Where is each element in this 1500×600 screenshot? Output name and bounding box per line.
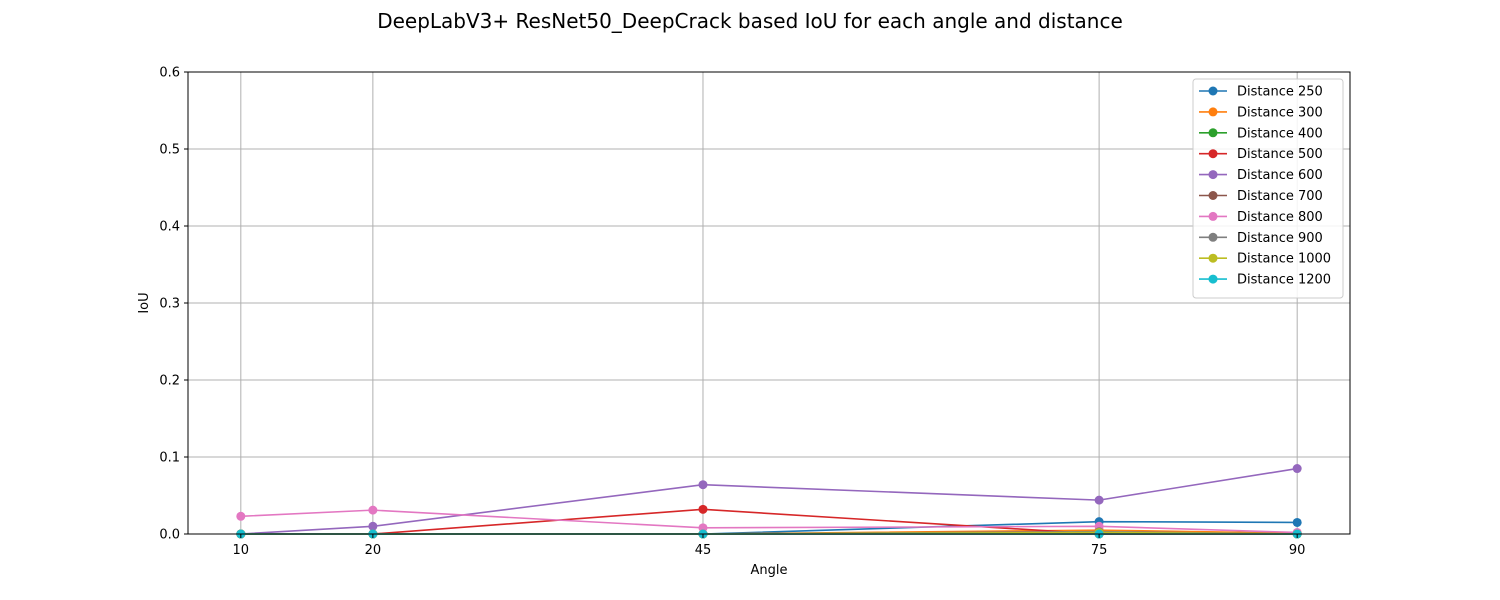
y-tick-label: 0.5 — [159, 143, 180, 158]
x-tick-label: 20 — [365, 543, 382, 558]
data-point — [368, 521, 378, 531]
y-tick-label: 0.4 — [159, 220, 180, 235]
x-axis-label: Angle — [751, 563, 788, 578]
legend-item: Distance 300 — [1199, 105, 1323, 120]
y-tick-label: 0.0 — [159, 528, 180, 543]
y-tick-label: 0.3 — [159, 297, 180, 312]
legend-swatch-marker — [1208, 274, 1218, 284]
legend-swatch-marker — [1208, 211, 1218, 221]
legend-swatch-marker — [1208, 86, 1218, 96]
x-tick-label: 10 — [233, 543, 250, 558]
data-point — [698, 504, 708, 514]
series-layer — [236, 464, 1302, 539]
legend-item: Distance 250 — [1199, 85, 1323, 100]
legend-item: Distance 900 — [1199, 231, 1323, 246]
y-axis-label: IoU — [137, 292, 152, 313]
legend-item: Distance 800 — [1199, 210, 1323, 225]
legend-swatch-marker — [1208, 128, 1218, 138]
legend-label: Distance 300 — [1237, 105, 1323, 120]
legend-swatch-marker — [1208, 253, 1218, 263]
y-tick-label: 0.6 — [159, 66, 180, 81]
legend-item: Distance 1000 — [1199, 252, 1331, 267]
legend-item: Distance 600 — [1199, 168, 1323, 183]
data-point — [236, 511, 246, 521]
legend-label: Distance 900 — [1237, 231, 1323, 246]
legend-label: Distance 600 — [1237, 168, 1323, 183]
legend-label: Distance 1200 — [1237, 273, 1331, 288]
data-point — [1292, 517, 1302, 527]
legend-label: Distance 700 — [1237, 189, 1323, 204]
legend-item: Distance 1200 — [1199, 273, 1331, 288]
legend-item: Distance 500 — [1199, 147, 1323, 162]
legend-swatch-marker — [1208, 107, 1218, 117]
y-tick-label: 0.1 — [159, 451, 180, 466]
grid — [188, 71, 1350, 535]
legend-label: Distance 500 — [1237, 147, 1323, 162]
legend-label: Distance 1000 — [1237, 252, 1331, 267]
legend-swatch-marker — [1208, 232, 1218, 242]
legend-swatch-marker — [1208, 149, 1218, 159]
x-tick-label: 90 — [1289, 543, 1306, 558]
legend-label: Distance 250 — [1237, 85, 1323, 100]
series-line — [240, 467, 1298, 535]
legend-swatch-marker — [1208, 170, 1218, 180]
x-tick-label: 75 — [1091, 543, 1108, 558]
legend-label: Distance 400 — [1237, 126, 1323, 141]
legend: Distance 250 Distance 300 Distance 400 Dist… — [1192, 78, 1344, 299]
data-point — [1094, 495, 1104, 505]
legend-box — [1192, 78, 1344, 299]
tick-layer: 10 20 45 75 90 0.0 0.1 0.2 0.3 0.4 0.5 0.6 — [159, 66, 1305, 559]
data-point — [1292, 464, 1302, 474]
data-point — [698, 523, 708, 533]
x-tick-label: 45 — [695, 543, 712, 558]
data-point — [368, 505, 378, 515]
chart-title: DeepLabV3+ ResNet50_DeepCrack based IoU … — [377, 9, 1123, 33]
data-point — [698, 480, 708, 490]
y-tick-label: 0.2 — [159, 374, 180, 389]
legend-item: Distance 400 — [1199, 126, 1323, 141]
legend-item: Distance 700 — [1199, 189, 1323, 204]
legend-swatch-marker — [1208, 191, 1218, 200]
legend-label: Distance 800 — [1237, 210, 1323, 225]
